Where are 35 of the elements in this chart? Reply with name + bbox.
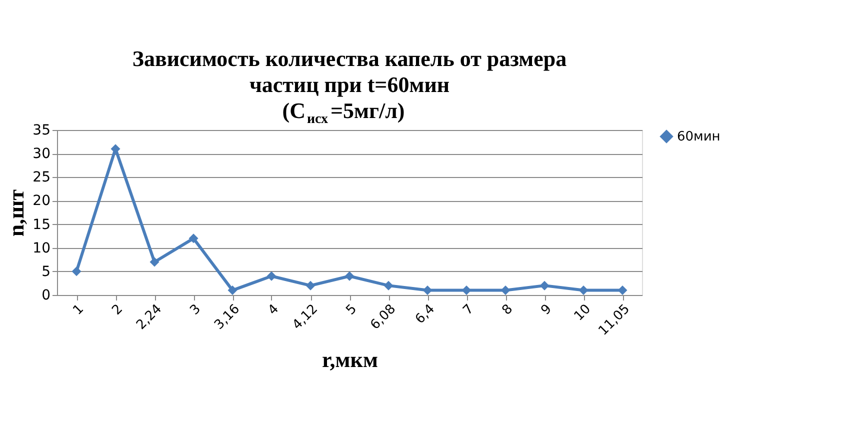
point (266, 271, 276, 281)
point (540, 280, 550, 290)
y-tick-label: 20 (32, 193, 50, 210)
x-tick-label: 9 (538, 302, 555, 318)
x-tick-label: 10 (572, 302, 594, 324)
point (150, 257, 160, 267)
x-tick-label: 3 (187, 302, 204, 318)
x-tick-label: 2 (109, 302, 126, 318)
point (344, 271, 354, 281)
y-tick-label: 15 (32, 216, 50, 233)
point (618, 286, 628, 296)
y-tick-label: 10 (32, 240, 50, 256)
point (422, 286, 432, 296)
y-tick-label: 0 (42, 288, 50, 304)
x-tick-label: 1 (70, 302, 87, 318)
x-tick-label: 8 (499, 302, 516, 318)
point (578, 286, 588, 296)
y-tick-label: 30 (32, 146, 50, 162)
point (306, 280, 316, 290)
y-axis-title: n,шт (4, 189, 29, 237)
x-tick-label: 7 (460, 302, 477, 318)
x-tick-label: 6,4 (412, 302, 438, 328)
x-tick-label: 5 (343, 302, 360, 318)
legend-label: 60мин (677, 130, 720, 144)
point (384, 280, 394, 290)
x-axis-title: r,мкм (322, 347, 378, 372)
y-tick-label: 5 (42, 264, 50, 280)
y-tick-label: 25 (32, 170, 50, 186)
point (188, 234, 198, 244)
point (72, 266, 82, 276)
point (228, 286, 238, 296)
y-tick-label: 35 (32, 122, 50, 138)
x-tick-label: 4 (265, 302, 282, 318)
point (500, 286, 510, 296)
point (462, 286, 472, 296)
